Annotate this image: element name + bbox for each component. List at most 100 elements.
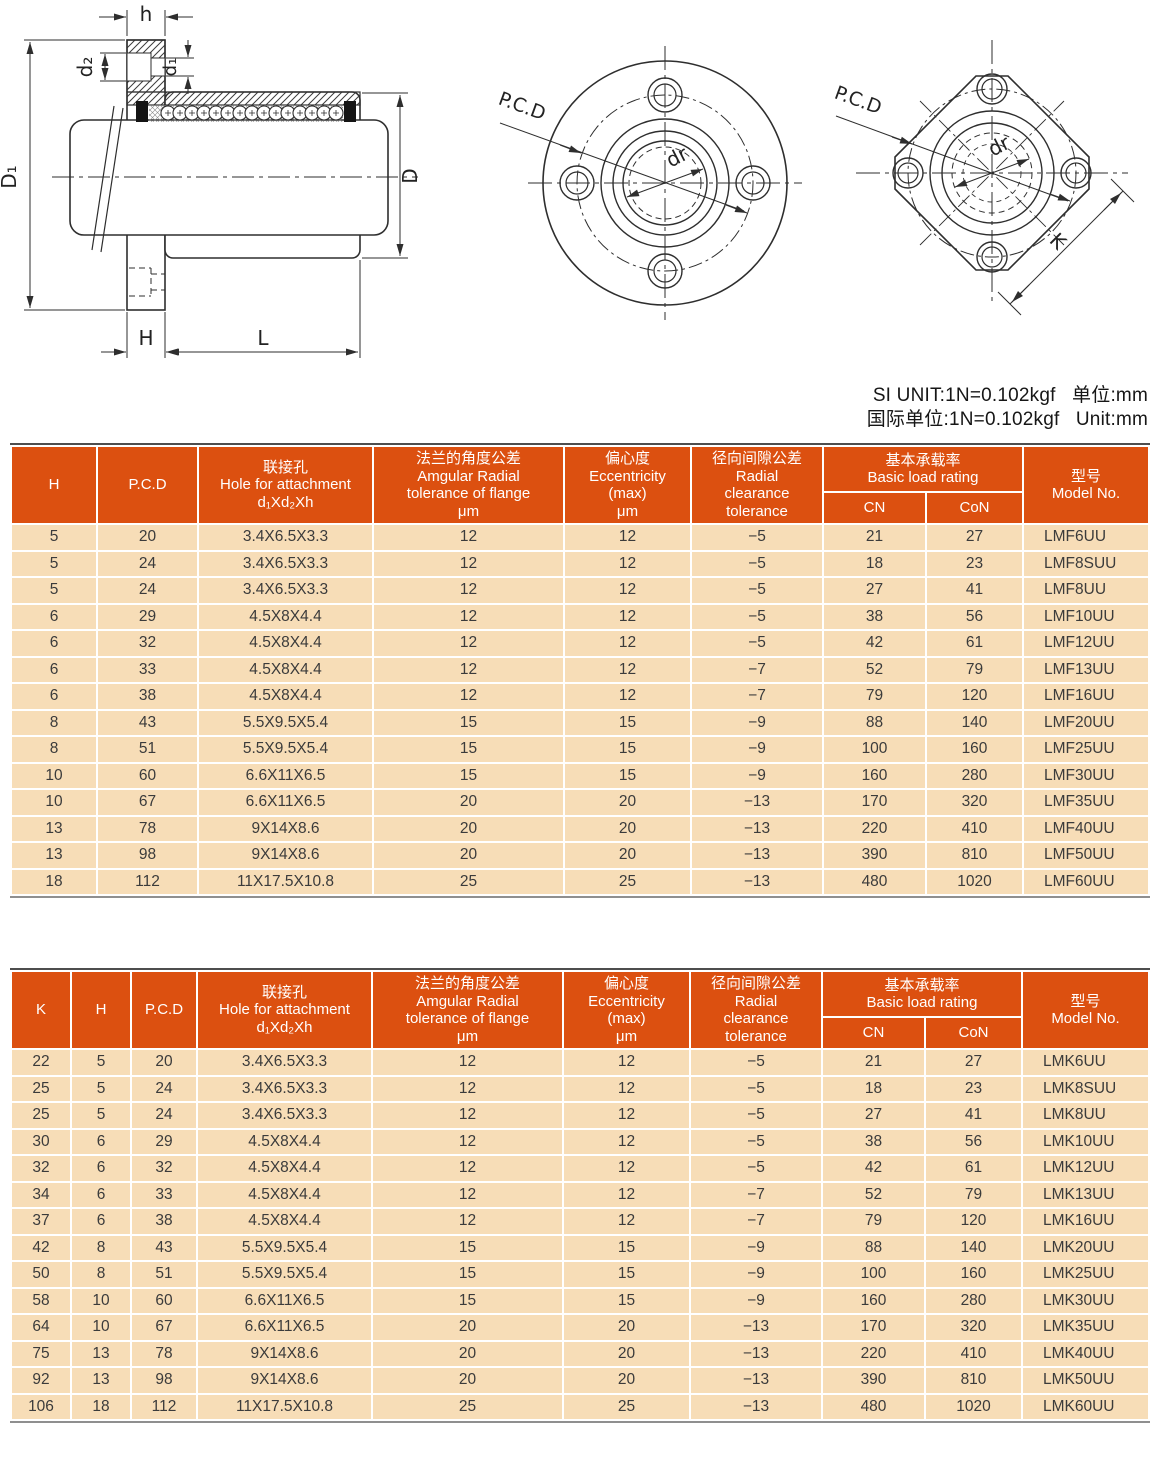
table-row: 106 18 112 11X17.5X10.8 25 25 −13 480 1020 LMK60U…: [12, 1394, 1148, 1419]
table-row: 50 8 51 5.5X9.5X5.4 15 15 −9 100 160 LMK25UU: [12, 1262, 1148, 1287]
table-cell: 15: [565, 763, 690, 788]
table-cell: 8: [12, 710, 96, 735]
table-cell: 15: [373, 1288, 562, 1313]
table-cell: 25: [565, 869, 690, 894]
table-cell: 21: [824, 525, 925, 550]
table-cell: LMF12UU: [1024, 631, 1148, 656]
table-cell: 170: [824, 790, 925, 815]
table-cell: 41: [926, 1103, 1021, 1128]
table-cell: 12: [565, 551, 690, 576]
table-cell: 5.5X9.5X5.4: [198, 1262, 371, 1287]
table-cell: 20: [373, 1341, 562, 1366]
table-cell: 24: [98, 551, 197, 576]
table-cell: 5: [12, 551, 96, 576]
table-cell: 25: [564, 1394, 689, 1419]
table-cell: 13: [72, 1341, 130, 1366]
table-cell: 4.5X8X4.4: [198, 1156, 371, 1181]
table-cell: 21: [823, 1050, 924, 1075]
table-cell: 30: [12, 1129, 70, 1154]
table-cell: LMF13UU: [1024, 657, 1148, 682]
unit-note-line2: 国际单位:1N=0.102kgf Unit:mm: [866, 409, 1148, 430]
table-cell: 12: [564, 1103, 689, 1128]
table-cell: LMF8SUU: [1024, 551, 1148, 576]
dr-label-round: dr: [662, 141, 692, 172]
table-cell: −9: [691, 1235, 821, 1260]
table-cell: 120: [926, 1209, 1021, 1234]
table-cell: 42: [823, 1156, 924, 1181]
table-cell: 98: [98, 843, 197, 868]
unit-note: SI UNIT:1N=0.102kgf 单位:mm 国际单位:1N=0.102kg…: [867, 384, 1148, 432]
table-cell: 11X17.5X10.8: [199, 869, 372, 894]
table-cell: LMK8SUU: [1023, 1076, 1148, 1101]
col-header-basic-load: 基本承载率 Basic load rating: [823, 972, 1021, 1016]
table-cell: −5: [691, 1076, 821, 1101]
table-cell: 160: [926, 1262, 1021, 1287]
col-header-radial: 径向间隙公差 Radial clearance tolerance: [691, 972, 821, 1048]
col-header-pcd: P.C.D: [132, 972, 196, 1048]
ball-row: [160, 105, 344, 121]
table-cell: 410: [927, 816, 1022, 841]
table-cell: LMF20UU: [1024, 710, 1148, 735]
table-cell: 4.5X8X4.4: [198, 1129, 371, 1154]
table-cell: 3.4X6.5X3.3: [198, 1050, 371, 1075]
table-cell: 15: [374, 737, 563, 762]
col-header-model: 型号 Model No.: [1023, 972, 1148, 1048]
table-cell: 12: [373, 1156, 562, 1181]
table-cell: −5: [692, 551, 822, 576]
table-cell: 25: [12, 1103, 70, 1128]
table-cell: 390: [823, 1368, 924, 1393]
table-cell: 41: [927, 578, 1022, 603]
table-cell: 6: [12, 657, 96, 682]
table-cell: −5: [691, 1129, 821, 1154]
table-cell: 12: [564, 1076, 689, 1101]
table-cell: 13: [72, 1368, 130, 1393]
table-cell: 12: [373, 1129, 562, 1154]
table-cell: 9X14X8.6: [198, 1341, 371, 1366]
table-row: 25 5 24 3.4X6.5X3.3 12 12 −5 18 23 LMK8SUU: [12, 1076, 1148, 1101]
table-cell: 4.5X8X4.4: [199, 684, 372, 709]
table-cell: −13: [692, 869, 822, 894]
table-cell: 12: [564, 1209, 689, 1234]
table-row: 6 38 4.5X8X4.4 12 12 −7 79 120 LMF16UU: [12, 684, 1148, 709]
table-cell: 15: [564, 1235, 689, 1260]
table-cell: −13: [691, 1368, 821, 1393]
table-cell: 79: [926, 1182, 1021, 1207]
table-cell: 12: [564, 1182, 689, 1207]
table-cell: LMK30UU: [1023, 1288, 1148, 1313]
table-cell: 6: [72, 1156, 130, 1181]
table-cell: 27: [927, 525, 1022, 550]
table-cell: 43: [132, 1235, 196, 1260]
dim-label-H: H: [138, 326, 153, 350]
table-cell: 8: [72, 1235, 130, 1260]
table-cell: 9X14X8.6: [199, 843, 372, 868]
table-cell: 12: [374, 578, 563, 603]
table-cell: 88: [824, 710, 925, 735]
table-cell: 5: [72, 1050, 130, 1075]
table-cell: LMK12UU: [1023, 1156, 1148, 1181]
table-cell: 160: [927, 737, 1022, 762]
table-cell: 60: [132, 1288, 196, 1313]
col-header-h: H: [72, 972, 130, 1048]
table-cell: 5.5X9.5X5.4: [199, 710, 372, 735]
col-header-k: K: [12, 972, 70, 1048]
table-cell: −5: [691, 1050, 821, 1075]
table-cell: LMK50UU: [1023, 1368, 1148, 1393]
table-cell: 4.5X8X4.4: [198, 1209, 371, 1234]
table-cell: 12: [373, 1076, 562, 1101]
dim-label-L: L: [257, 326, 269, 350]
table-cell: −9: [692, 763, 822, 788]
table-cell: LMF35UU: [1024, 790, 1148, 815]
table-cell: 79: [927, 657, 1022, 682]
table-cell: 12: [564, 1156, 689, 1181]
table-cell: 38: [823, 1129, 924, 1154]
table-cell: 25: [12, 1076, 70, 1101]
table-row: 42 8 43 5.5X9.5X5.4 15 15 −9 88 140 LMK20UU: [12, 1235, 1148, 1260]
table-cell: 15: [373, 1235, 562, 1260]
table-cell: 37: [12, 1209, 70, 1234]
lmk-table-body: 22 5 20 3.4X6.5X3.3 12 12 −5 21 27 LMK6UU 25 5 24 3.4…: [12, 1050, 1148, 1419]
table-cell: 13: [12, 843, 96, 868]
table-cell: 38: [98, 684, 197, 709]
table-cell: 320: [927, 790, 1022, 815]
table-cell: 51: [98, 737, 197, 762]
square-flange-drawing: P.C.D dr K: [832, 40, 1135, 316]
